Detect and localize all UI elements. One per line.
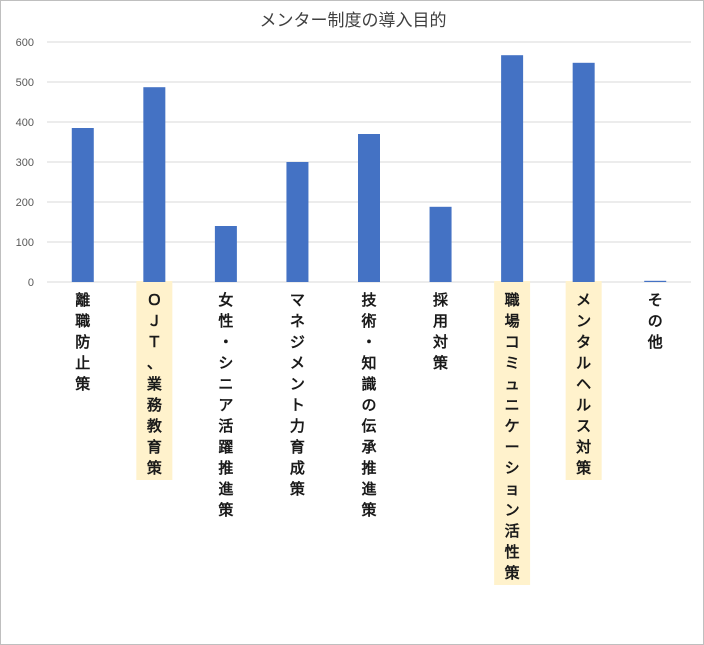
y-tick-label: 200 bbox=[16, 197, 34, 209]
y-tick-label: 400 bbox=[16, 117, 34, 129]
bar bbox=[286, 162, 309, 282]
bar bbox=[644, 280, 667, 282]
bar bbox=[429, 206, 452, 282]
chart-title: メンター制度の導入目的 bbox=[260, 11, 447, 31]
category-label: 女性・シニア活躍推進策 bbox=[217, 291, 234, 519]
category-label: 職場コミュニケーション活性策 bbox=[504, 291, 521, 582]
bar bbox=[71, 128, 94, 282]
y-tick-label: 300 bbox=[16, 157, 34, 169]
category-label: マネジメント力育成策 bbox=[289, 291, 306, 498]
y-tick-label: 500 bbox=[16, 77, 34, 89]
label-layer: 離職防止策 ＯＪＴ、業務教育策 女性・シニア活躍推進策 マネジメント力育成策 技術・知識… bbox=[74, 291, 662, 582]
category-label: その他 bbox=[647, 291, 663, 351]
category-label: ＯＪＴ、業務教育策 bbox=[146, 291, 163, 477]
category-highlight bbox=[565, 281, 602, 480]
bar bbox=[214, 226, 237, 282]
category-highlight bbox=[136, 281, 173, 480]
y-tick-label: 100 bbox=[16, 237, 34, 249]
category-label: 採用対策 bbox=[432, 291, 449, 372]
bar bbox=[572, 62, 595, 282]
category-highlight bbox=[494, 281, 531, 585]
y-tick-label: 600 bbox=[16, 37, 34, 49]
bar bbox=[501, 55, 524, 283]
category-label: 技術・知識の伝承推進策 bbox=[360, 291, 377, 519]
bar bbox=[143, 87, 166, 282]
y-tick-label: 0 bbox=[28, 277, 34, 289]
bar bbox=[358, 134, 380, 282]
highlight-layer bbox=[136, 281, 602, 585]
bar-layer bbox=[71, 55, 667, 283]
category-label: 離職防止策 bbox=[74, 291, 91, 393]
category-label: メンタルヘルス対策 bbox=[575, 291, 592, 477]
